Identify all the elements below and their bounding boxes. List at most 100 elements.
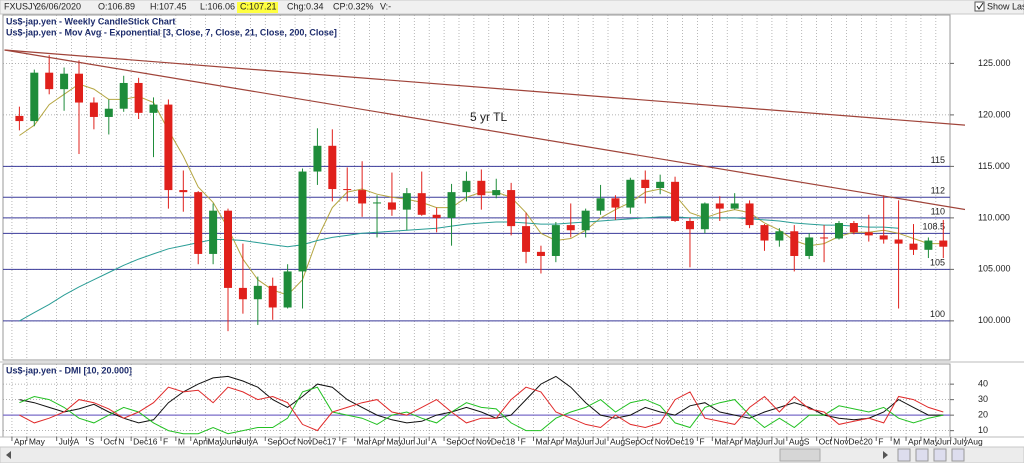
x-tick-label: S (804, 436, 810, 446)
volume: V:- (380, 1, 391, 11)
zoom-out[interactable] (915, 448, 929, 462)
x-tick-label: Apr (908, 436, 921, 446)
scroll-bar (0, 446, 1024, 463)
candle-body (939, 240, 948, 247)
dmi-pane: Us$-jap.yen - DMI [10, 20.000] 10 20 30 40 (3, 364, 988, 437)
candle-body (507, 190, 516, 227)
candle-body (849, 223, 858, 233)
candle-body (104, 108, 113, 117)
x-tick-label: Apr (729, 436, 742, 446)
x-tick-label: Jun (401, 436, 415, 446)
candle-body (149, 104, 158, 113)
candle-body (656, 181, 665, 189)
candle-body (894, 239, 903, 244)
main-frame (2, 14, 951, 361)
level-label: 100 (930, 309, 945, 319)
trendline (4, 49, 965, 211)
close-highlight (237, 2, 278, 13)
x-tick-label: Nov (297, 436, 313, 446)
x-tick-label: Oct (103, 436, 117, 446)
candle-body (298, 171, 307, 272)
level-label: 112 (931, 186, 945, 196)
x-tick-label: May (29, 436, 46, 446)
x-tick-label: N (118, 436, 124, 446)
candle-body (700, 203, 709, 230)
candle-body (313, 145, 322, 172)
x-tick-label: 19 (685, 436, 695, 446)
x-tick-label: Aug (968, 436, 983, 446)
candle-body (879, 235, 888, 240)
trendline-group (4, 49, 965, 211)
scroll-left[interactable] (6, 451, 11, 459)
candle-body (328, 145, 337, 190)
candle-body (924, 240, 933, 250)
x-tick-label: Nov (476, 436, 492, 446)
candle-body (477, 180, 486, 196)
y-tick-label: 30 (978, 394, 988, 404)
x-tick-label: April (193, 436, 210, 446)
candle-body (253, 285, 262, 300)
show-last-checkbox[interactable] (974, 1, 985, 12)
x-tick-label: S (88, 436, 94, 446)
candle-body (74, 73, 83, 103)
x-tick-label: July (59, 436, 75, 446)
zoom-in[interactable] (897, 448, 911, 462)
trendline (4, 49, 965, 126)
zoom-reset[interactable] (933, 448, 947, 462)
x-tick-label: July (237, 436, 253, 446)
x-tick-label: Dec (312, 436, 328, 446)
candle-body (432, 214, 441, 218)
candle-body (685, 220, 694, 230)
date: 26/06/2020 (36, 1, 81, 11)
x-tick-label: Oct (461, 436, 475, 446)
candle-body (909, 243, 918, 250)
level-label: 115 (931, 155, 945, 165)
candle-body (209, 210, 218, 254)
x-tick-label: M (893, 436, 900, 446)
y-tick-label: 105.000 (978, 264, 1011, 274)
candle-body (119, 82, 128, 109)
change-pct: CP:0.32% (333, 1, 374, 11)
x-tick-label: Apr (550, 436, 563, 446)
candle-body (626, 179, 635, 208)
candle-body (671, 181, 680, 221)
y-tick-label: 40 (978, 379, 988, 389)
x-tick-label: Jul (774, 436, 785, 446)
candle-body (492, 190, 501, 196)
settings[interactable] (951, 448, 965, 462)
level-label: 108.5 (922, 222, 945, 232)
x-tick-label: Oct (819, 436, 833, 446)
x-tick-label: 20 (863, 436, 873, 446)
candle-body (522, 226, 531, 252)
candle-body (238, 287, 247, 300)
x-tick-label: F (342, 436, 347, 446)
x-tick-label: F (163, 436, 168, 446)
candle-body (447, 192, 456, 218)
x-tick-label: May (923, 436, 940, 446)
candle-body (641, 179, 650, 189)
chart-title: Us$-jap.yen - Weekly CandleStick Chart (6, 16, 175, 26)
x-tick-label: Sep (625, 436, 640, 446)
scroll-right[interactable] (883, 451, 888, 459)
symbol: FXUSJY (4, 1, 39, 11)
candle-body (820, 237, 829, 239)
x-tick-label: M (178, 436, 185, 446)
x-tick-label: F (878, 436, 883, 446)
x-tick-label: 17 (327, 436, 337, 446)
x-tick-label: F (521, 436, 526, 446)
candle-body (462, 180, 471, 193)
candle-body (730, 203, 739, 209)
scroll-thumb[interactable] (779, 448, 821, 462)
x-tick-label: Mar (357, 436, 372, 446)
x-tick-label: Oct (640, 436, 654, 446)
candle-body (343, 189, 352, 191)
trendline-group (4, 49, 965, 126)
candle-body (89, 102, 98, 117)
y-tick-label: 20 (978, 410, 988, 420)
show-last-label[interactable]: Show Last (987, 1, 1024, 11)
y-tick-label: 10 (978, 425, 988, 435)
y-tick-label: 125.000 (978, 58, 1011, 68)
candle-body (611, 198, 620, 208)
